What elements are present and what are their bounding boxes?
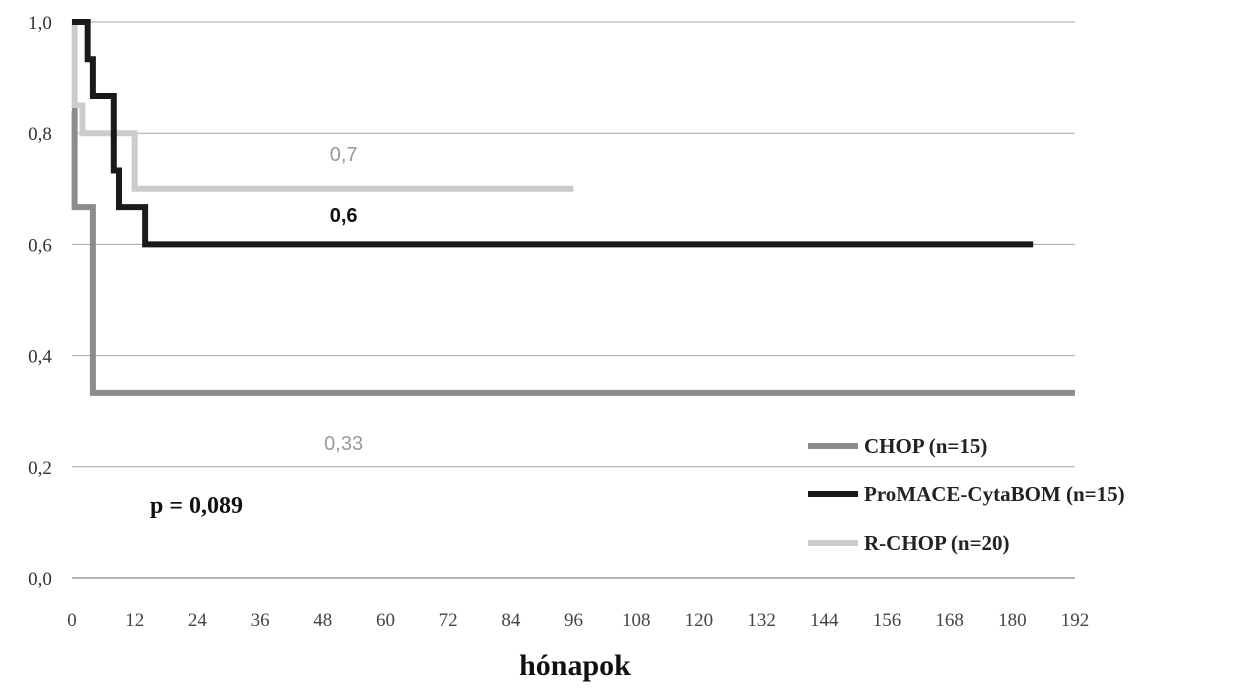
y-tick-label: 0,0 [28,569,52,590]
legend: CHOP (n=15) ProMACE-CytaBOM (n=15) R-CHOP … [808,434,1125,555]
x-tick-label: 168 [935,610,964,631]
x-axis-label: hónapok [519,649,631,682]
series-line [71,19,574,192]
x-tick-label: 156 [873,610,902,631]
x-tick-label: 12 [125,610,144,631]
x-tick-label: 24 [188,610,208,631]
x-tick-label: 192 [1061,610,1090,631]
x-tick-label: 0 [67,610,77,631]
x-tick-label: 144 [810,610,839,631]
y-tick-label: 1,0 [28,13,52,34]
value-annotations: 0,7 0,6 0,33 [324,144,363,455]
x-tick-label: 36 [251,610,270,631]
legend-label: R-CHOP (n=20) [864,531,1010,555]
x-tick-label: 60 [376,610,395,631]
x-tick-label: 72 [439,610,458,631]
y-tick-label: 0,8 [28,124,52,145]
y-tick-label: 0,6 [28,235,52,256]
data-label: 0,7 [330,144,358,166]
x-tick-label: 180 [998,610,1027,631]
y-tick-labels: 0,0 0,2 0,4 0,6 0,8 1,0 [28,13,52,590]
x-tick-label: 108 [622,610,651,631]
series-line [72,19,1034,248]
x-tick-label: 48 [313,610,332,631]
series-line [71,107,1075,396]
y-tick-label: 0,4 [28,347,52,368]
data-label: 0,6 [330,205,358,227]
x-tick-label: 96 [564,610,583,631]
x-tick-labels: 0 12 24 36 48 60 72 84 96 108 120 132 144 156 168 180 19… [67,610,1089,631]
series-lines [71,19,1075,396]
legend-label: ProMACE-CytaBOM (n=15) [864,482,1125,506]
y-tick-label: 0,2 [28,458,52,479]
data-label: 0,33 [324,433,363,455]
x-tick-label: 84 [501,610,521,631]
x-tick-label: 132 [747,610,776,631]
p-value-label: p = 0,089 [150,493,243,519]
x-tick-label: 120 [685,610,714,631]
legend-label: CHOP (n=15) [864,434,987,458]
